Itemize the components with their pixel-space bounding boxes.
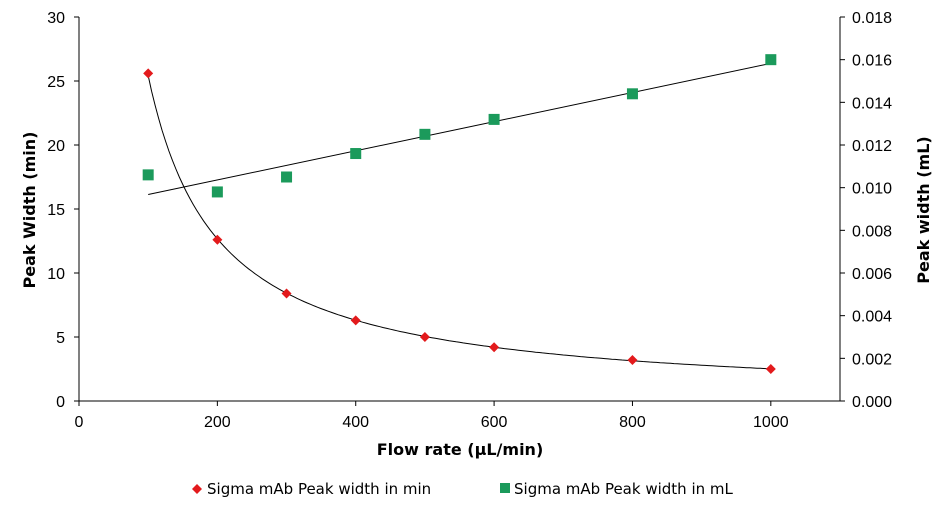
y2-tick-label: 0.010 xyxy=(852,181,892,198)
y2-axis-title: Peak width (mL) xyxy=(914,136,933,283)
x-tick-label: 200 xyxy=(204,414,231,431)
legend: Sigma mAb Peak width in min Sigma mAb Pe… xyxy=(192,480,733,498)
y2-tick-label: 0.016 xyxy=(852,53,892,70)
point-min xyxy=(212,234,223,245)
point-ml xyxy=(350,148,362,160)
point-ml xyxy=(142,169,154,181)
point-min xyxy=(765,364,776,374)
y-tick-label: 5 xyxy=(56,330,65,347)
point-min xyxy=(143,68,154,79)
x-tick-label: 0 xyxy=(75,414,84,431)
point-min xyxy=(419,332,430,342)
point-ml xyxy=(488,113,500,125)
y-tick-label: 15 xyxy=(47,202,65,219)
y2-tick-label: 0.012 xyxy=(852,138,892,155)
x-tick-label: 400 xyxy=(342,414,369,431)
x-tick-label: 800 xyxy=(619,414,646,431)
point-min xyxy=(627,355,638,366)
y-tick-label: 30 xyxy=(47,10,65,27)
legend-marker-ml xyxy=(500,483,510,493)
trendline-min xyxy=(147,75,771,370)
y2-tick-label: 0.014 xyxy=(852,95,892,112)
y-axis-title: Peak Width (min) xyxy=(20,132,39,289)
point-min xyxy=(281,288,292,299)
y2-tick-label: 0.006 xyxy=(852,266,892,283)
point-ml xyxy=(765,54,777,66)
y-tick-label: 10 xyxy=(47,266,65,283)
y2-tick-label: 0.004 xyxy=(852,309,892,326)
point-ml xyxy=(419,128,431,140)
point-min xyxy=(350,315,361,326)
y-tick-label: 0 xyxy=(56,394,65,411)
y-tick-label: 20 xyxy=(47,138,65,155)
y2-tick-label: 0.008 xyxy=(852,223,892,240)
y2-tick-label: 0.000 xyxy=(852,394,892,411)
trendline-ml xyxy=(148,62,771,196)
y2-tick-label: 0.002 xyxy=(852,351,892,368)
legend-label-ml: Sigma mAb Peak width in mL xyxy=(514,480,733,498)
x-tick-label: 600 xyxy=(481,414,508,431)
y2-tick-label: 0.018 xyxy=(852,10,892,27)
x-tick-label: 1000 xyxy=(753,414,789,431)
point-ml xyxy=(211,186,223,198)
point-ml xyxy=(281,171,293,183)
point-min xyxy=(489,342,500,353)
y-tick-label: 25 xyxy=(47,74,65,91)
x-axis-title: Flow rate (µL/min) xyxy=(377,440,544,459)
legend-label-min: Sigma mAb Peak width in min xyxy=(207,480,431,498)
point-ml xyxy=(626,88,638,100)
legend-marker-min xyxy=(192,484,202,494)
